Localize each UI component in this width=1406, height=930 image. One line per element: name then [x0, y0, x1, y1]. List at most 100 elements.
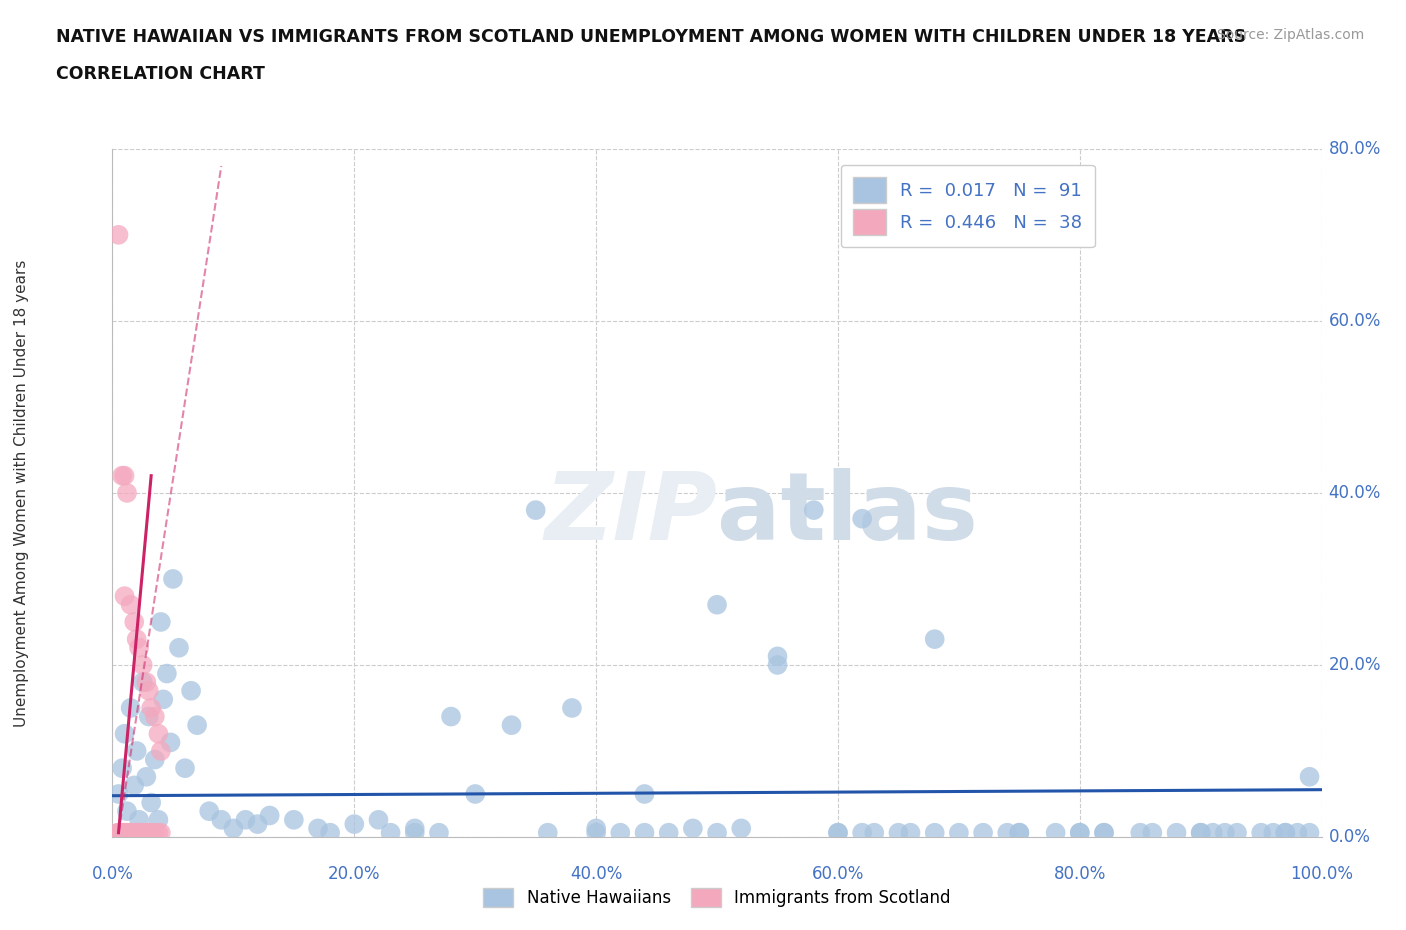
Point [1189, 825, 1212, 840]
Text: 0.0%: 0.0% [91, 865, 134, 883]
Point [115, 804, 138, 818]
Point [128, 825, 150, 840]
Point [107, 825, 129, 840]
Point [138, 684, 160, 698]
Text: 0.0%: 0.0% [1329, 828, 1371, 846]
Point [107, 825, 129, 840]
Text: 80.0%: 80.0% [1329, 140, 1381, 158]
Point [111, 469, 134, 484]
Point [246, 817, 269, 831]
Text: ZIP: ZIP [544, 468, 717, 560]
Point [114, 726, 136, 741]
Point [114, 589, 136, 604]
Point [307, 821, 329, 836]
Point [343, 817, 366, 831]
Text: Source: ZipAtlas.com: Source: ZipAtlas.com [1216, 28, 1364, 42]
Point [114, 469, 136, 484]
Point [159, 735, 181, 750]
Point [995, 825, 1018, 840]
Text: 40.0%: 40.0% [1329, 484, 1381, 502]
Point [149, 825, 172, 840]
Text: atlas: atlas [717, 468, 979, 560]
Text: 60.0%: 60.0% [811, 865, 865, 883]
Point [633, 825, 655, 840]
Point [561, 700, 583, 715]
Text: CORRELATION CHART: CORRELATION CHART [56, 65, 266, 83]
Point [235, 813, 257, 828]
Point [1129, 825, 1152, 840]
Point [143, 825, 166, 840]
Point [863, 825, 886, 840]
Point [143, 752, 166, 767]
Text: 100.0%: 100.0% [1291, 865, 1353, 883]
Point [148, 825, 170, 840]
Point [1142, 825, 1164, 840]
Point [141, 795, 163, 810]
Point [924, 631, 946, 646]
Point [209, 813, 232, 828]
Point [259, 808, 281, 823]
Legend: Native Hawaiians, Immigrants from Scotland: Native Hawaiians, Immigrants from Scotla… [474, 878, 960, 917]
Point [138, 825, 160, 840]
Point [900, 825, 922, 840]
Point [174, 761, 197, 776]
Point [107, 228, 129, 243]
Text: 60.0%: 60.0% [1329, 312, 1381, 330]
Point [1202, 825, 1225, 840]
Point [972, 825, 994, 840]
Point [585, 821, 607, 836]
Point [1213, 825, 1236, 840]
Point [766, 658, 789, 672]
Point [180, 684, 202, 698]
Point [132, 825, 155, 840]
Text: NATIVE HAWAIIAN VS IMMIGRANTS FROM SCOTLAND UNEMPLOYMENT AMONG WOMEN WITH CHILDR: NATIVE HAWAIIAN VS IMMIGRANTS FROM SCOTL… [56, 28, 1246, 46]
Point [1045, 825, 1067, 840]
Point [156, 666, 179, 681]
Point [1263, 825, 1285, 840]
Point [1092, 825, 1115, 840]
Point [114, 825, 136, 840]
Point [283, 813, 305, 828]
Point [464, 787, 486, 802]
Point [501, 718, 523, 733]
Point [706, 825, 728, 840]
Point [537, 825, 560, 840]
Legend: R =  0.017   N =  91, R =  0.446   N =  38: R = 0.017 N = 91, R = 0.446 N = 38 [841, 165, 1095, 247]
Point [141, 825, 163, 840]
Point [120, 825, 142, 840]
Point [367, 813, 389, 828]
Point [1286, 825, 1309, 840]
Point [924, 825, 946, 840]
Point [122, 825, 145, 840]
Point [148, 813, 170, 828]
Point [658, 825, 681, 840]
Point [111, 761, 134, 776]
Point [319, 825, 342, 840]
Point [851, 512, 873, 526]
Point [1008, 825, 1031, 840]
Point [948, 825, 970, 840]
Point [609, 825, 631, 840]
Point [149, 615, 172, 630]
Point [440, 709, 463, 724]
Point [682, 821, 704, 836]
Point [152, 692, 174, 707]
Point [107, 787, 129, 802]
Point [162, 571, 184, 587]
Point [128, 813, 150, 828]
Point [148, 726, 170, 741]
Point [132, 825, 155, 840]
Point [706, 597, 728, 612]
Point [1008, 825, 1031, 840]
Point [149, 744, 172, 759]
Text: 80.0%: 80.0% [1053, 865, 1107, 883]
Point [132, 675, 155, 690]
Point [1166, 825, 1188, 840]
Point [135, 769, 157, 784]
Point [1274, 825, 1296, 840]
Text: 20.0%: 20.0% [1329, 656, 1381, 674]
Point [1189, 825, 1212, 840]
Point [1226, 825, 1249, 840]
Point [803, 503, 825, 518]
Point [827, 825, 849, 840]
